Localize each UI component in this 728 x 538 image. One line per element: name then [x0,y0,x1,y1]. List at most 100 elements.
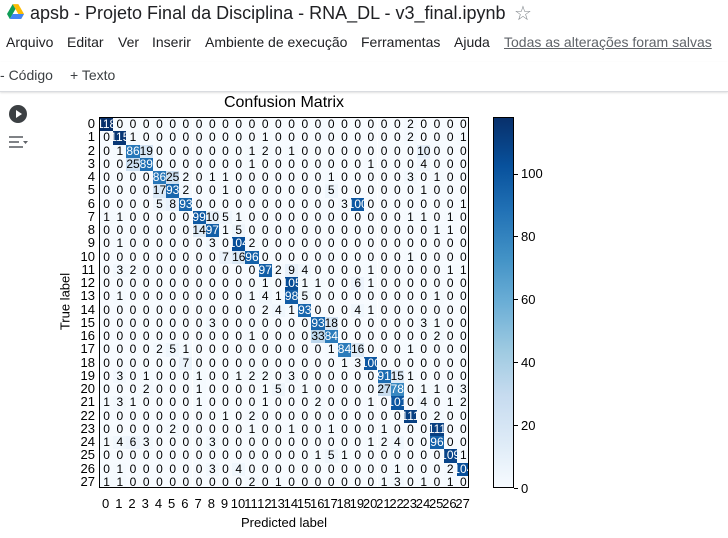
heatmap-cell: 0 [139,396,153,410]
heatmap-cell: 0 [377,356,391,370]
notebook-toolbar: - Código + Texto [0,62,728,92]
heatmap-cell: 0 [430,369,444,383]
heatmap-cell: 0 [430,131,444,145]
heatmap-cell: 0 [139,422,153,436]
heatmap-cell: 0 [166,369,180,383]
heatmap-cell: 7 [218,250,233,264]
heatmap-cell: 0 [232,436,246,450]
heatmap-cell: 1 [192,383,206,397]
heatmap-cell: 0 [100,303,114,317]
heatmap-cell: 0 [245,356,259,370]
menu-inserir[interactable]: Inserir [152,34,191,50]
heatmap-cell: 0 [192,449,206,463]
menu-editar[interactable]: Editar [67,34,104,50]
heatmap-cell: 0 [364,118,378,132]
star-icon[interactable]: ☆ [514,3,532,25]
heatmap-cell: 4 [232,462,246,476]
heatmap-cell: 0 [311,409,325,423]
heatmap-cell: 1 [364,396,378,410]
heatmap-cell: 4 [271,303,285,317]
heatmap-cell: 0 [113,197,127,211]
heatmap-cell: 0 [443,118,457,132]
heatmap-cell: 0 [324,369,338,383]
heatmap-cell: 0 [205,277,219,291]
heatmap-cell: 0 [430,237,444,251]
heatmap-cell: 2 [258,144,272,158]
x-tick-label: 12 [257,496,272,511]
heatmap-cell: 0 [232,118,246,132]
title-bar: apsb - Projeto Final da Disciplina - RNA… [0,0,728,30]
heatmap-cell: 0 [113,330,127,344]
heatmap-cell: 0 [403,330,418,344]
heatmap-cell: 0 [258,409,272,423]
heatmap-cell: 0 [364,210,378,224]
heatmap-cell: 0 [205,157,219,171]
heatmap-cell: 0 [139,343,153,357]
heatmap-cell: 0 [100,343,114,357]
heatmap-cell: 0 [311,356,325,370]
heatmap-cell: 0 [126,449,140,463]
heatmap-cell: 0 [258,316,272,330]
heatmap-cell: 0 [113,356,127,370]
heatmap-cell: 0 [126,462,140,476]
menu-ajuda[interactable]: Ajuda [454,34,490,50]
run-cell-icon[interactable] [8,104,28,124]
heatmap-cell: 0 [430,303,444,317]
heatmap-cell: 0 [311,383,325,397]
heatmap-cell: 0 [218,436,233,450]
heatmap-cell: 0 [403,237,418,251]
heatmap-cell: 0 [364,316,378,330]
heatmap-cell: 0 [179,422,193,436]
add-code-button[interactable]: - Código [0,67,53,83]
heatmap-cell: 0 [403,422,418,436]
heatmap-cell: 0 [271,184,285,198]
heatmap-cell: 0 [232,475,246,487]
heatmap-cell: 0 [456,118,468,132]
menu-ambiente[interactable]: Ambiente de execução [205,34,348,50]
heatmap-cell: 0 [271,422,285,436]
heatmap-cell: 1 [417,210,431,224]
heatmap-cell: 1 [218,184,233,198]
heatmap-cell: 0 [100,250,114,264]
heatmap-cell: 0 [218,383,233,397]
heatmap-cell: 2 [403,131,418,145]
heatmap-cell: 6 [126,436,140,450]
heatmap-cell: 0 [390,210,404,224]
heatmap-cell: 0 [126,171,140,185]
heatmap-cell: 0 [285,396,299,410]
menu-arquivo[interactable]: Arquivo [6,34,54,50]
notebook-title[interactable]: apsb - Projeto Final da Disciplina - RNA… [30,3,506,23]
x-tick-label: 11 [244,496,258,511]
heatmap-cell: 0 [403,462,418,476]
heatmap-cell: 0 [113,118,127,132]
menu-ver[interactable]: Ver [118,34,140,50]
heatmap-cell: 0 [205,250,219,264]
menu-ferramentas[interactable]: Ferramentas [361,34,441,50]
heatmap-cell: 0 [232,449,246,463]
heatmap-cell: 0 [377,171,391,185]
heatmap-cell: 0 [417,409,431,423]
heatmap-cell: 0 [337,316,352,330]
saved-status-link[interactable]: Todas as alterações foram salvas [504,34,712,50]
heatmap-cell: 0 [113,250,127,264]
google-drive-icon[interactable] [7,3,24,20]
heatmap-cell: 5 [232,224,246,238]
add-code-label: Código [8,67,53,83]
heatmap-cell: 17 [152,183,167,198]
heatmap-cell: 84 [324,329,338,344]
heatmap-cell: 0 [245,171,259,185]
add-text-button[interactable]: + Texto [70,67,116,83]
heatmap-cell: 1 [100,210,114,224]
heatmap-cell: 0 [443,237,457,251]
heatmap-cell: 0 [337,369,352,383]
heatmap-cell: 0 [443,422,457,436]
heatmap-cell: 2 [166,422,180,436]
heatmap-cell: 0 [351,171,365,185]
cell-menu-icon[interactable] [7,133,29,151]
heatmap-cell: 0 [377,396,391,410]
heatmap-cell: 0 [205,197,219,211]
heatmap-cell: 2 [443,462,457,476]
heatmap-cell: 0 [139,290,153,304]
heatmap-cell: 0 [311,263,325,277]
heatmap-cell: 0 [245,131,259,145]
